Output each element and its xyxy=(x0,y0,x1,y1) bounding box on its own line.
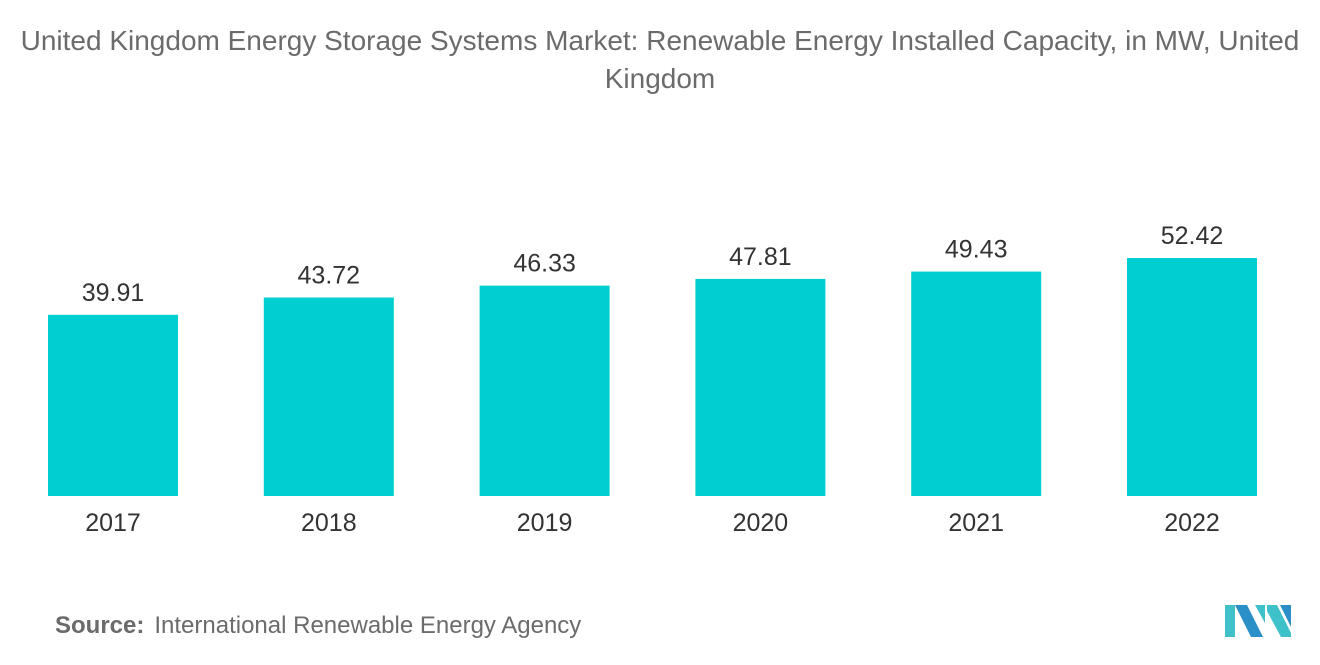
bar-2017 xyxy=(48,314,178,496)
bar-2022 xyxy=(1127,258,1257,496)
bar-2018 xyxy=(263,297,394,496)
chart-title: United Kingdom Energy Storage Systems Ma… xyxy=(20,25,1300,94)
data-label: 47.81 xyxy=(729,243,792,271)
bar-2021 xyxy=(911,271,1042,496)
data-label: 39.91 xyxy=(82,279,145,307)
data-label: 43.72 xyxy=(298,262,361,290)
data-label: 46.33 xyxy=(513,250,576,278)
x-tick-label: 2018 xyxy=(301,509,357,537)
source-label: Source: xyxy=(55,612,145,639)
source-note: Source: International Renewable Energy Ag… xyxy=(55,612,581,640)
bar-2019 xyxy=(479,285,610,496)
x-tick-label: 2020 xyxy=(733,509,789,537)
x-tick-label: 2019 xyxy=(517,509,573,537)
company-logo xyxy=(1225,605,1291,637)
bar-2020 xyxy=(695,278,826,496)
bar-chart: 39.91 2017 43.72 2018 46.33 2019 47.81 2020 49.4… xyxy=(48,222,1257,537)
data-label: 49.43 xyxy=(945,236,1008,264)
x-tick-label: 2021 xyxy=(948,509,1004,537)
x-tick-label: 2017 xyxy=(85,509,141,537)
data-label: 52.42 xyxy=(1161,222,1224,250)
source-text: International Renewable Energy Agency xyxy=(154,612,582,639)
x-tick-label: 2022 xyxy=(1164,509,1220,537)
